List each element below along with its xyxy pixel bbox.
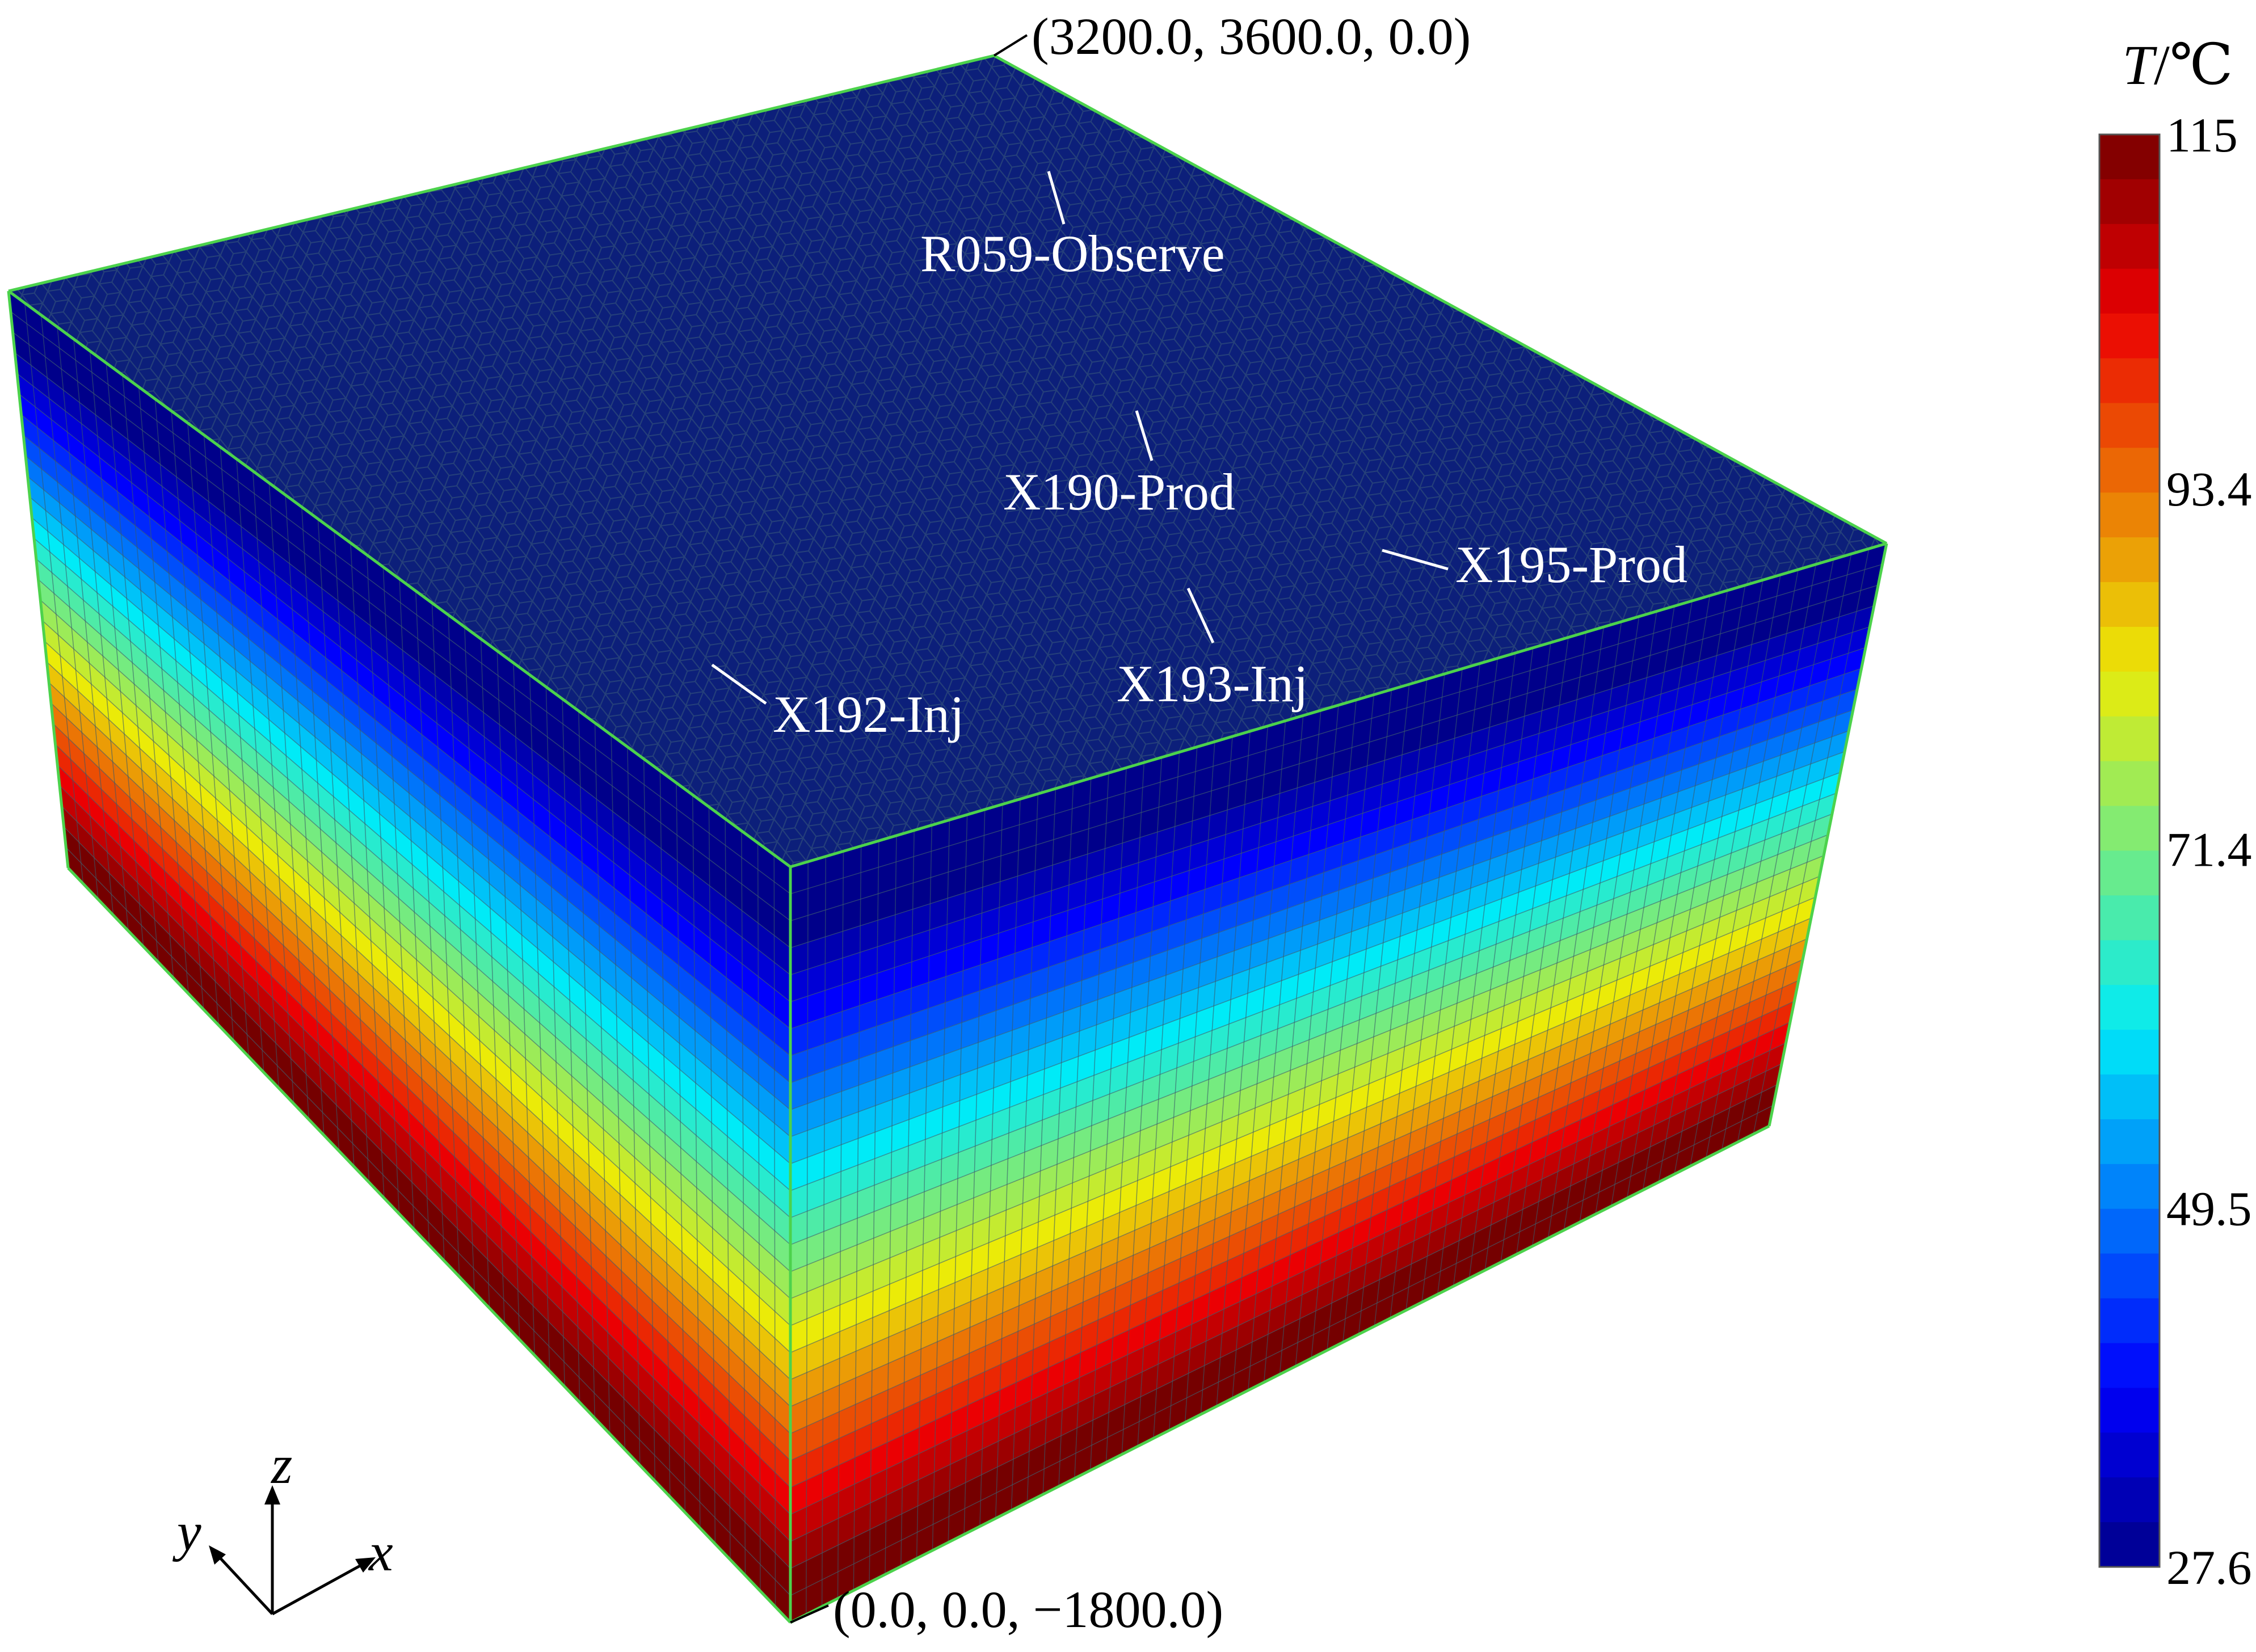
colorbar-level bbox=[2099, 761, 2160, 807]
leader-x193 bbox=[1186, 587, 1215, 644]
colorbar-level bbox=[2099, 806, 2160, 852]
colorbar-level bbox=[2099, 895, 2160, 941]
temperature-layer bbox=[790, 1043, 1786, 1542]
temperature-layer bbox=[790, 647, 1866, 1029]
colorbar-level bbox=[2099, 1030, 2160, 1075]
well-label-r059: R059-Observe bbox=[920, 225, 1225, 283]
colorbar-level bbox=[2099, 716, 2160, 762]
colorbar-level bbox=[2099, 582, 2160, 627]
colorbar-tick-label: 115 bbox=[2166, 108, 2238, 162]
axis-label-x: x bbox=[368, 1522, 393, 1582]
temperature-layer bbox=[790, 668, 1862, 1056]
corner-bottom-label: (0.0, 0.0, −1800.0) bbox=[833, 1581, 1223, 1638]
colorbar-level bbox=[2099, 671, 2160, 717]
temperature-layer bbox=[790, 918, 1811, 1380]
temperature-layer bbox=[790, 938, 1807, 1407]
colorbar-frame bbox=[2098, 133, 2161, 1568]
colorbar-title-unit: /℃ bbox=[2154, 33, 2233, 96]
axis-triad bbox=[209, 1485, 376, 1616]
temperature-layer bbox=[790, 751, 1845, 1164]
temperature-layer bbox=[790, 814, 1832, 1245]
well-label-x190: X190-Prod bbox=[1003, 463, 1235, 521]
temperature-layer bbox=[790, 731, 1849, 1137]
colorbar-level bbox=[2099, 1522, 2160, 1567]
colorbar-level bbox=[2099, 850, 2160, 896]
corner-top-leader bbox=[993, 34, 1028, 57]
face-mesh-lines bbox=[10, 303, 1883, 1615]
corner-top-label: (3200.0, 3600.0, 0.0) bbox=[1032, 7, 1471, 65]
temperature-layer bbox=[790, 876, 1820, 1326]
model-edges bbox=[7, 54, 1888, 1624]
colorbar-level bbox=[2099, 1477, 2160, 1523]
temperature-layer bbox=[790, 980, 1799, 1461]
colorbar-level bbox=[2099, 1074, 2160, 1120]
temperature-layer bbox=[790, 856, 1824, 1299]
leader-x192 bbox=[711, 663, 767, 705]
colorbar-level bbox=[2099, 1388, 2160, 1433]
colorbar-level bbox=[2099, 403, 2160, 448]
right-face bbox=[790, 543, 1887, 1622]
colorbar-level bbox=[2099, 313, 2160, 359]
temperature-layer bbox=[790, 585, 1879, 948]
leader-x190 bbox=[1135, 410, 1154, 461]
colorbar-level bbox=[2099, 1208, 2160, 1254]
colorbar-level bbox=[2099, 537, 2160, 583]
well-label-x192: X192-Inj bbox=[773, 685, 964, 743]
temperature-layer bbox=[790, 1022, 1790, 1515]
colorbar-level bbox=[2099, 1119, 2160, 1165]
temperature-layer bbox=[790, 543, 1887, 894]
colorbar-level bbox=[2099, 1432, 2160, 1478]
axis-label-z: z bbox=[270, 1434, 292, 1495]
colorbar-tick-label: 71.4 bbox=[2166, 823, 2252, 877]
temperature-layer bbox=[790, 1084, 1778, 1596]
colorbar-level bbox=[2099, 492, 2160, 538]
top-face-mesh bbox=[9, 56, 1887, 867]
colorbar-level bbox=[2099, 626, 2160, 672]
colorbar-title-var: T bbox=[2122, 33, 2157, 96]
temperature-layer bbox=[790, 793, 1837, 1218]
temperature-layer bbox=[790, 606, 1874, 975]
colorbar-level bbox=[2099, 1253, 2160, 1299]
leader-r059 bbox=[1047, 171, 1066, 225]
colorbar-level bbox=[2099, 179, 2160, 225]
temperature-layer bbox=[790, 835, 1828, 1272]
temperature-layer bbox=[790, 1001, 1795, 1488]
colorbar-tick-label: 27.6 bbox=[2166, 1540, 2252, 1595]
temperature-layer bbox=[790, 772, 1841, 1191]
well-leaders bbox=[711, 171, 1449, 705]
colorbar-level bbox=[2099, 940, 2160, 985]
colorbar-level bbox=[2099, 134, 2160, 180]
temperature-layer bbox=[790, 897, 1816, 1353]
well-label-x193: X193-Inj bbox=[1117, 655, 1308, 713]
colorbar-level bbox=[2099, 448, 2160, 493]
temperature-layer bbox=[790, 689, 1858, 1083]
colorbar-level bbox=[2099, 1343, 2160, 1388]
colorbar bbox=[2099, 134, 2160, 1567]
colorbar-level bbox=[2099, 268, 2160, 314]
colorbar-level bbox=[2099, 358, 2160, 404]
temperature-layer bbox=[790, 564, 1883, 921]
colorbar-level bbox=[2099, 224, 2160, 269]
colorbar-tick-label: 49.5 bbox=[2166, 1181, 2252, 1236]
colorbar-tick-label: 93.4 bbox=[2166, 462, 2252, 516]
axis-label-y: y bbox=[172, 1501, 201, 1562]
well-label-x195: X195-Prod bbox=[1455, 536, 1687, 593]
temperature-layer bbox=[790, 710, 1853, 1110]
colorbar-level bbox=[2099, 1298, 2160, 1344]
colorbar-level bbox=[2099, 1164, 2160, 1210]
colorbar-title: T/℃ bbox=[2122, 33, 2233, 96]
temperature-layer bbox=[790, 626, 1870, 1002]
leader-x195 bbox=[1382, 549, 1449, 571]
corner-bottom-leader bbox=[790, 1604, 829, 1624]
temperature-layer bbox=[790, 959, 1803, 1434]
colorbar-level bbox=[2099, 985, 2160, 1030]
temperature-layer bbox=[790, 1063, 1782, 1569]
temperature-layer bbox=[790, 1105, 1774, 1622]
